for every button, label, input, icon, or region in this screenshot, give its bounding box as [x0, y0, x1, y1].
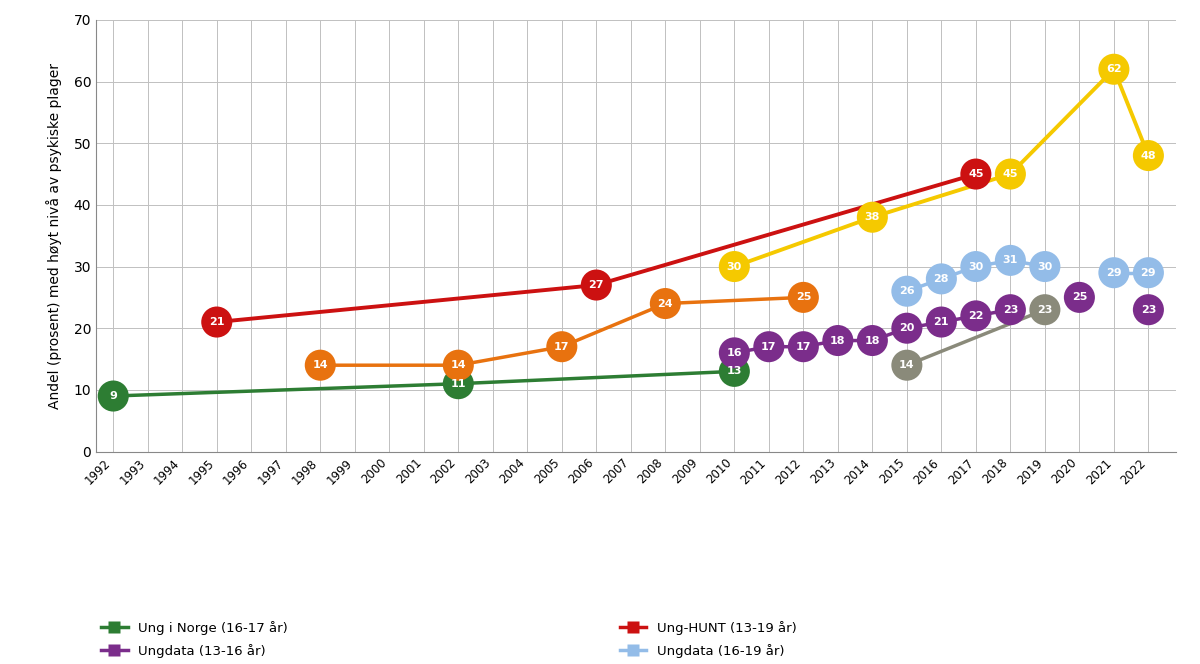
Point — [1104, 64, 1123, 74]
Text: 21: 21 — [934, 317, 949, 327]
Text: 23: 23 — [1037, 305, 1052, 315]
Point — [103, 390, 122, 401]
Text: 11: 11 — [450, 378, 466, 388]
Point — [1139, 268, 1158, 278]
Text: 14: 14 — [312, 360, 328, 371]
Text: 18: 18 — [865, 335, 880, 345]
Point — [828, 335, 847, 346]
Text: 29: 29 — [1140, 268, 1157, 278]
Text: 27: 27 — [588, 280, 604, 290]
Text: 62: 62 — [1106, 64, 1122, 74]
Point — [760, 341, 779, 352]
Text: 30: 30 — [1037, 262, 1052, 272]
Point — [1001, 304, 1020, 315]
Point — [863, 335, 882, 346]
Text: 14: 14 — [450, 360, 466, 371]
Point — [1036, 261, 1055, 272]
Point — [449, 360, 468, 371]
Point — [1036, 304, 1055, 315]
Point — [966, 169, 985, 179]
Text: 17: 17 — [796, 342, 811, 352]
Y-axis label: Andel (prosent) med høyt nivå av psykiske plager: Andel (prosent) med høyt nivå av psykisk… — [47, 62, 62, 409]
Point — [863, 212, 882, 222]
Point — [1001, 169, 1020, 179]
Point — [1104, 268, 1123, 278]
Text: 25: 25 — [796, 292, 811, 302]
Text: 30: 30 — [968, 262, 984, 272]
Text: 23: 23 — [1003, 305, 1018, 315]
Text: 29: 29 — [1106, 268, 1122, 278]
Point — [1001, 255, 1020, 266]
Text: 26: 26 — [899, 286, 914, 296]
Text: 24: 24 — [658, 299, 673, 309]
Point — [725, 347, 744, 358]
Point — [898, 286, 917, 297]
Text: 17: 17 — [554, 342, 570, 352]
Text: 28: 28 — [934, 274, 949, 284]
Text: 9: 9 — [109, 391, 118, 401]
Point — [1139, 150, 1158, 161]
Point — [898, 360, 917, 371]
Point — [655, 298, 674, 309]
Text: 18: 18 — [830, 335, 846, 345]
Text: 48: 48 — [1140, 151, 1157, 161]
Point — [966, 261, 985, 272]
Point — [966, 311, 985, 321]
Point — [725, 261, 744, 272]
Point — [208, 317, 227, 327]
Text: 14: 14 — [899, 360, 914, 371]
Text: 25: 25 — [1072, 292, 1087, 302]
Point — [552, 341, 571, 352]
Point — [793, 341, 812, 352]
Legend: Ung-HUNT (13-19 år), Ungdata (16-19 år), Levekårsundersøkelsen 2015-2019 (16-24 : Ung-HUNT (13-19 år), Ungdata (16-19 år),… — [614, 616, 966, 664]
Text: 30: 30 — [727, 262, 742, 272]
Point — [1069, 292, 1088, 303]
Point — [311, 360, 330, 371]
Point — [725, 366, 744, 376]
Text: 16: 16 — [726, 348, 742, 358]
Text: 31: 31 — [1003, 256, 1018, 266]
Text: 22: 22 — [968, 311, 984, 321]
Point — [793, 292, 812, 303]
Text: 45: 45 — [1003, 169, 1018, 179]
Point — [931, 274, 950, 284]
Point — [587, 280, 606, 290]
Point — [898, 323, 917, 333]
Text: 17: 17 — [761, 342, 776, 352]
Text: 13: 13 — [727, 367, 742, 376]
Point — [1139, 304, 1158, 315]
Text: 20: 20 — [899, 323, 914, 333]
Text: 23: 23 — [1141, 305, 1156, 315]
Point — [449, 378, 468, 389]
Point — [931, 317, 950, 327]
Text: 21: 21 — [209, 317, 224, 327]
Text: 38: 38 — [865, 212, 880, 222]
Text: 45: 45 — [968, 169, 984, 179]
